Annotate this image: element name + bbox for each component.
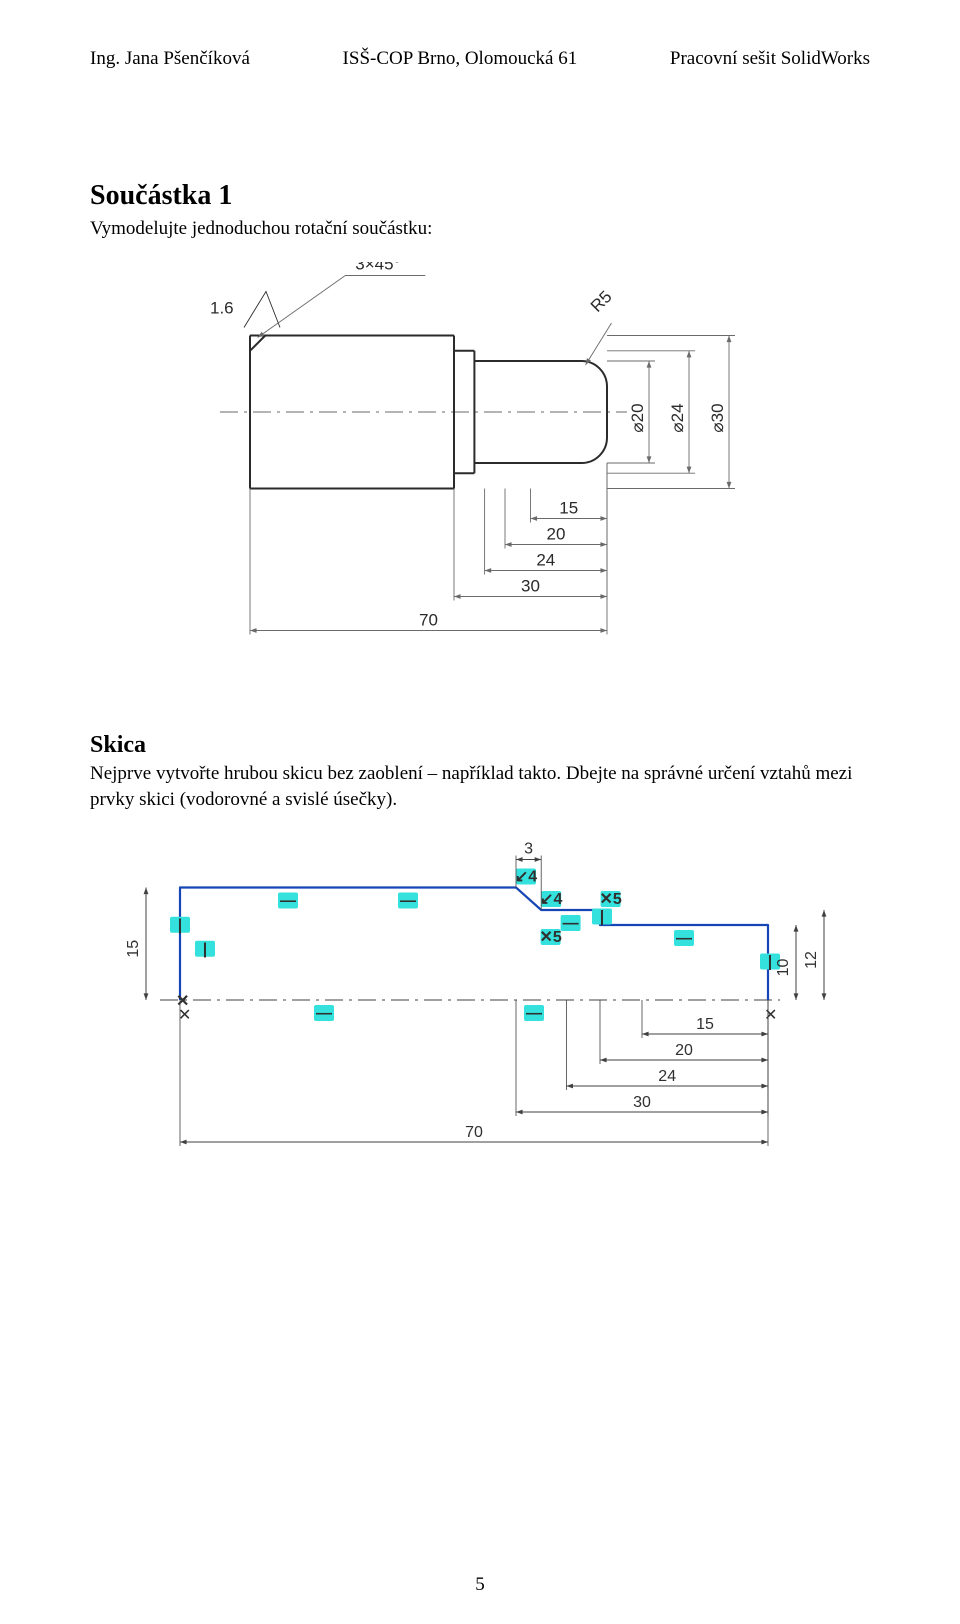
subtitle: Vymodelujte jednoduchou rotační součástk… (90, 218, 870, 240)
svg-text:10: 10 (775, 959, 792, 977)
svg-text:↙4: ↙4 (540, 891, 562, 908)
svg-text:—: — (676, 930, 692, 947)
svg-text:—: — (526, 1005, 542, 1022)
svg-text:|: | (203, 941, 207, 958)
svg-text:30: 30 (633, 1094, 651, 1111)
engineering-drawing-2: ✕||||——————↙4↙4✕5✕5✕✕15101231520243070 (90, 830, 870, 1170)
svg-text:30: 30 (521, 577, 540, 596)
title: Součástka 1 (90, 180, 870, 212)
engineering-drawing-1: R5 1.6 3×45° ⌀20 ⌀24 ⌀30 15 20 24 30 70 (90, 262, 870, 692)
svg-text:⌀20: ⌀20 (628, 403, 647, 432)
svg-text:12: 12 (803, 951, 820, 969)
svg-text:⌀24: ⌀24 (668, 403, 687, 432)
svg-text:|: | (768, 954, 772, 971)
svg-text:20: 20 (675, 1042, 693, 1059)
svg-text:—: — (280, 893, 296, 910)
svg-text:3×45°: 3×45° (355, 262, 400, 274)
svg-text:15: 15 (559, 499, 578, 518)
svg-text:—: — (400, 893, 416, 910)
page-number: 5 (0, 1574, 960, 1596)
svg-text:—: — (563, 915, 579, 932)
section-body: Nejprve vytvořte hrubou skicu bez zaoble… (90, 761, 870, 812)
header-right: Pracovní sešit SolidWorks (670, 48, 870, 70)
svg-text:↙4: ↙4 (515, 869, 537, 886)
header-center: ISŠ-COP Brno, Olomoucká 61 (343, 48, 578, 70)
svg-text:✕5: ✕5 (539, 929, 561, 946)
svg-text:✕: ✕ (764, 1007, 777, 1024)
svg-text:70: 70 (465, 1124, 483, 1141)
svg-text:|: | (178, 917, 182, 934)
svg-text:R5: R5 (587, 287, 616, 316)
svg-text:20: 20 (547, 525, 566, 544)
svg-text:24: 24 (536, 551, 555, 570)
section-title: Skica (90, 732, 870, 759)
page: Ing. Jana Pšenčíková ISŠ-COP Brno, Olomo… (0, 0, 960, 1624)
svg-text:15: 15 (696, 1016, 714, 1033)
svg-text:⌀30: ⌀30 (708, 403, 727, 432)
svg-text:✕5: ✕5 (599, 891, 621, 908)
svg-text:70: 70 (419, 611, 438, 630)
header-left: Ing. Jana Pšenčíková (90, 48, 250, 70)
svg-text:3: 3 (524, 841, 533, 858)
svg-text:|: | (600, 909, 604, 926)
svg-text:15: 15 (125, 940, 142, 958)
svg-text:—: — (316, 1005, 332, 1022)
svg-text:1.6: 1.6 (210, 299, 234, 318)
svg-text:24: 24 (658, 1068, 676, 1085)
page-header: Ing. Jana Pšenčíková ISŠ-COP Brno, Olomo… (90, 48, 870, 70)
